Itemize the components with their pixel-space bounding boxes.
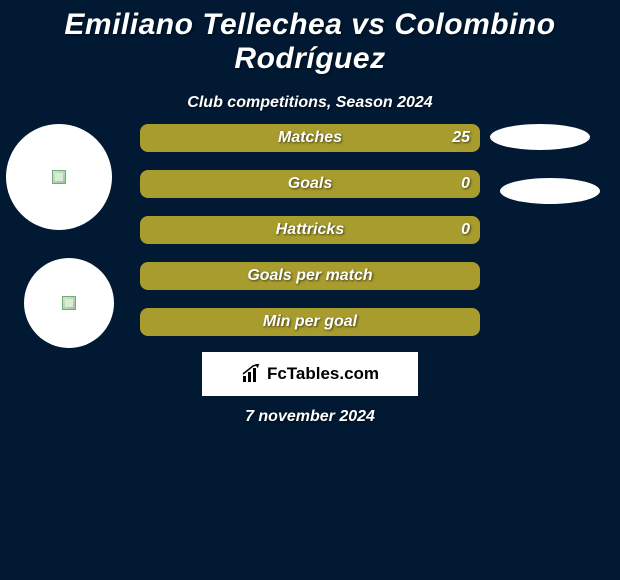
bar-label: Goals xyxy=(288,175,332,193)
stat-ellipse-1 xyxy=(490,124,590,150)
bar-value: 25 xyxy=(452,129,470,147)
chart-icon xyxy=(241,364,263,384)
bar-goals: Goals 0 xyxy=(140,170,480,198)
subtitle: Club competitions, Season 2024 xyxy=(0,94,620,112)
broken-image-icon xyxy=(62,296,76,310)
player2-avatar xyxy=(24,258,114,348)
bar-hattricks: Hattricks 0 xyxy=(140,216,480,244)
bar-label: Goals per match xyxy=(247,267,372,285)
date-label: 7 november 2024 xyxy=(0,408,620,426)
bar-label: Matches xyxy=(278,129,342,147)
bar-matches: Matches 25 xyxy=(140,124,480,152)
fctables-logo: FcTables.com xyxy=(202,352,418,396)
page-title: Emiliano Tellechea vs Colombino Rodrígue… xyxy=(0,0,620,76)
bar-goals-per-match: Goals per match xyxy=(140,262,480,290)
bar-min-per-goal: Min per goal xyxy=(140,308,480,336)
bar-value: 0 xyxy=(461,175,470,193)
bar-value: 0 xyxy=(461,221,470,239)
broken-image-icon xyxy=(52,170,66,184)
player1-avatar xyxy=(6,124,112,230)
bar-label: Hattricks xyxy=(276,221,344,239)
bar-label: Min per goal xyxy=(263,313,357,331)
stat-bars: Matches 25 Goals 0 Hattricks 0 Goals per… xyxy=(140,124,480,354)
stat-ellipse-2 xyxy=(500,178,600,204)
logo-text: FcTables.com xyxy=(267,364,379,384)
